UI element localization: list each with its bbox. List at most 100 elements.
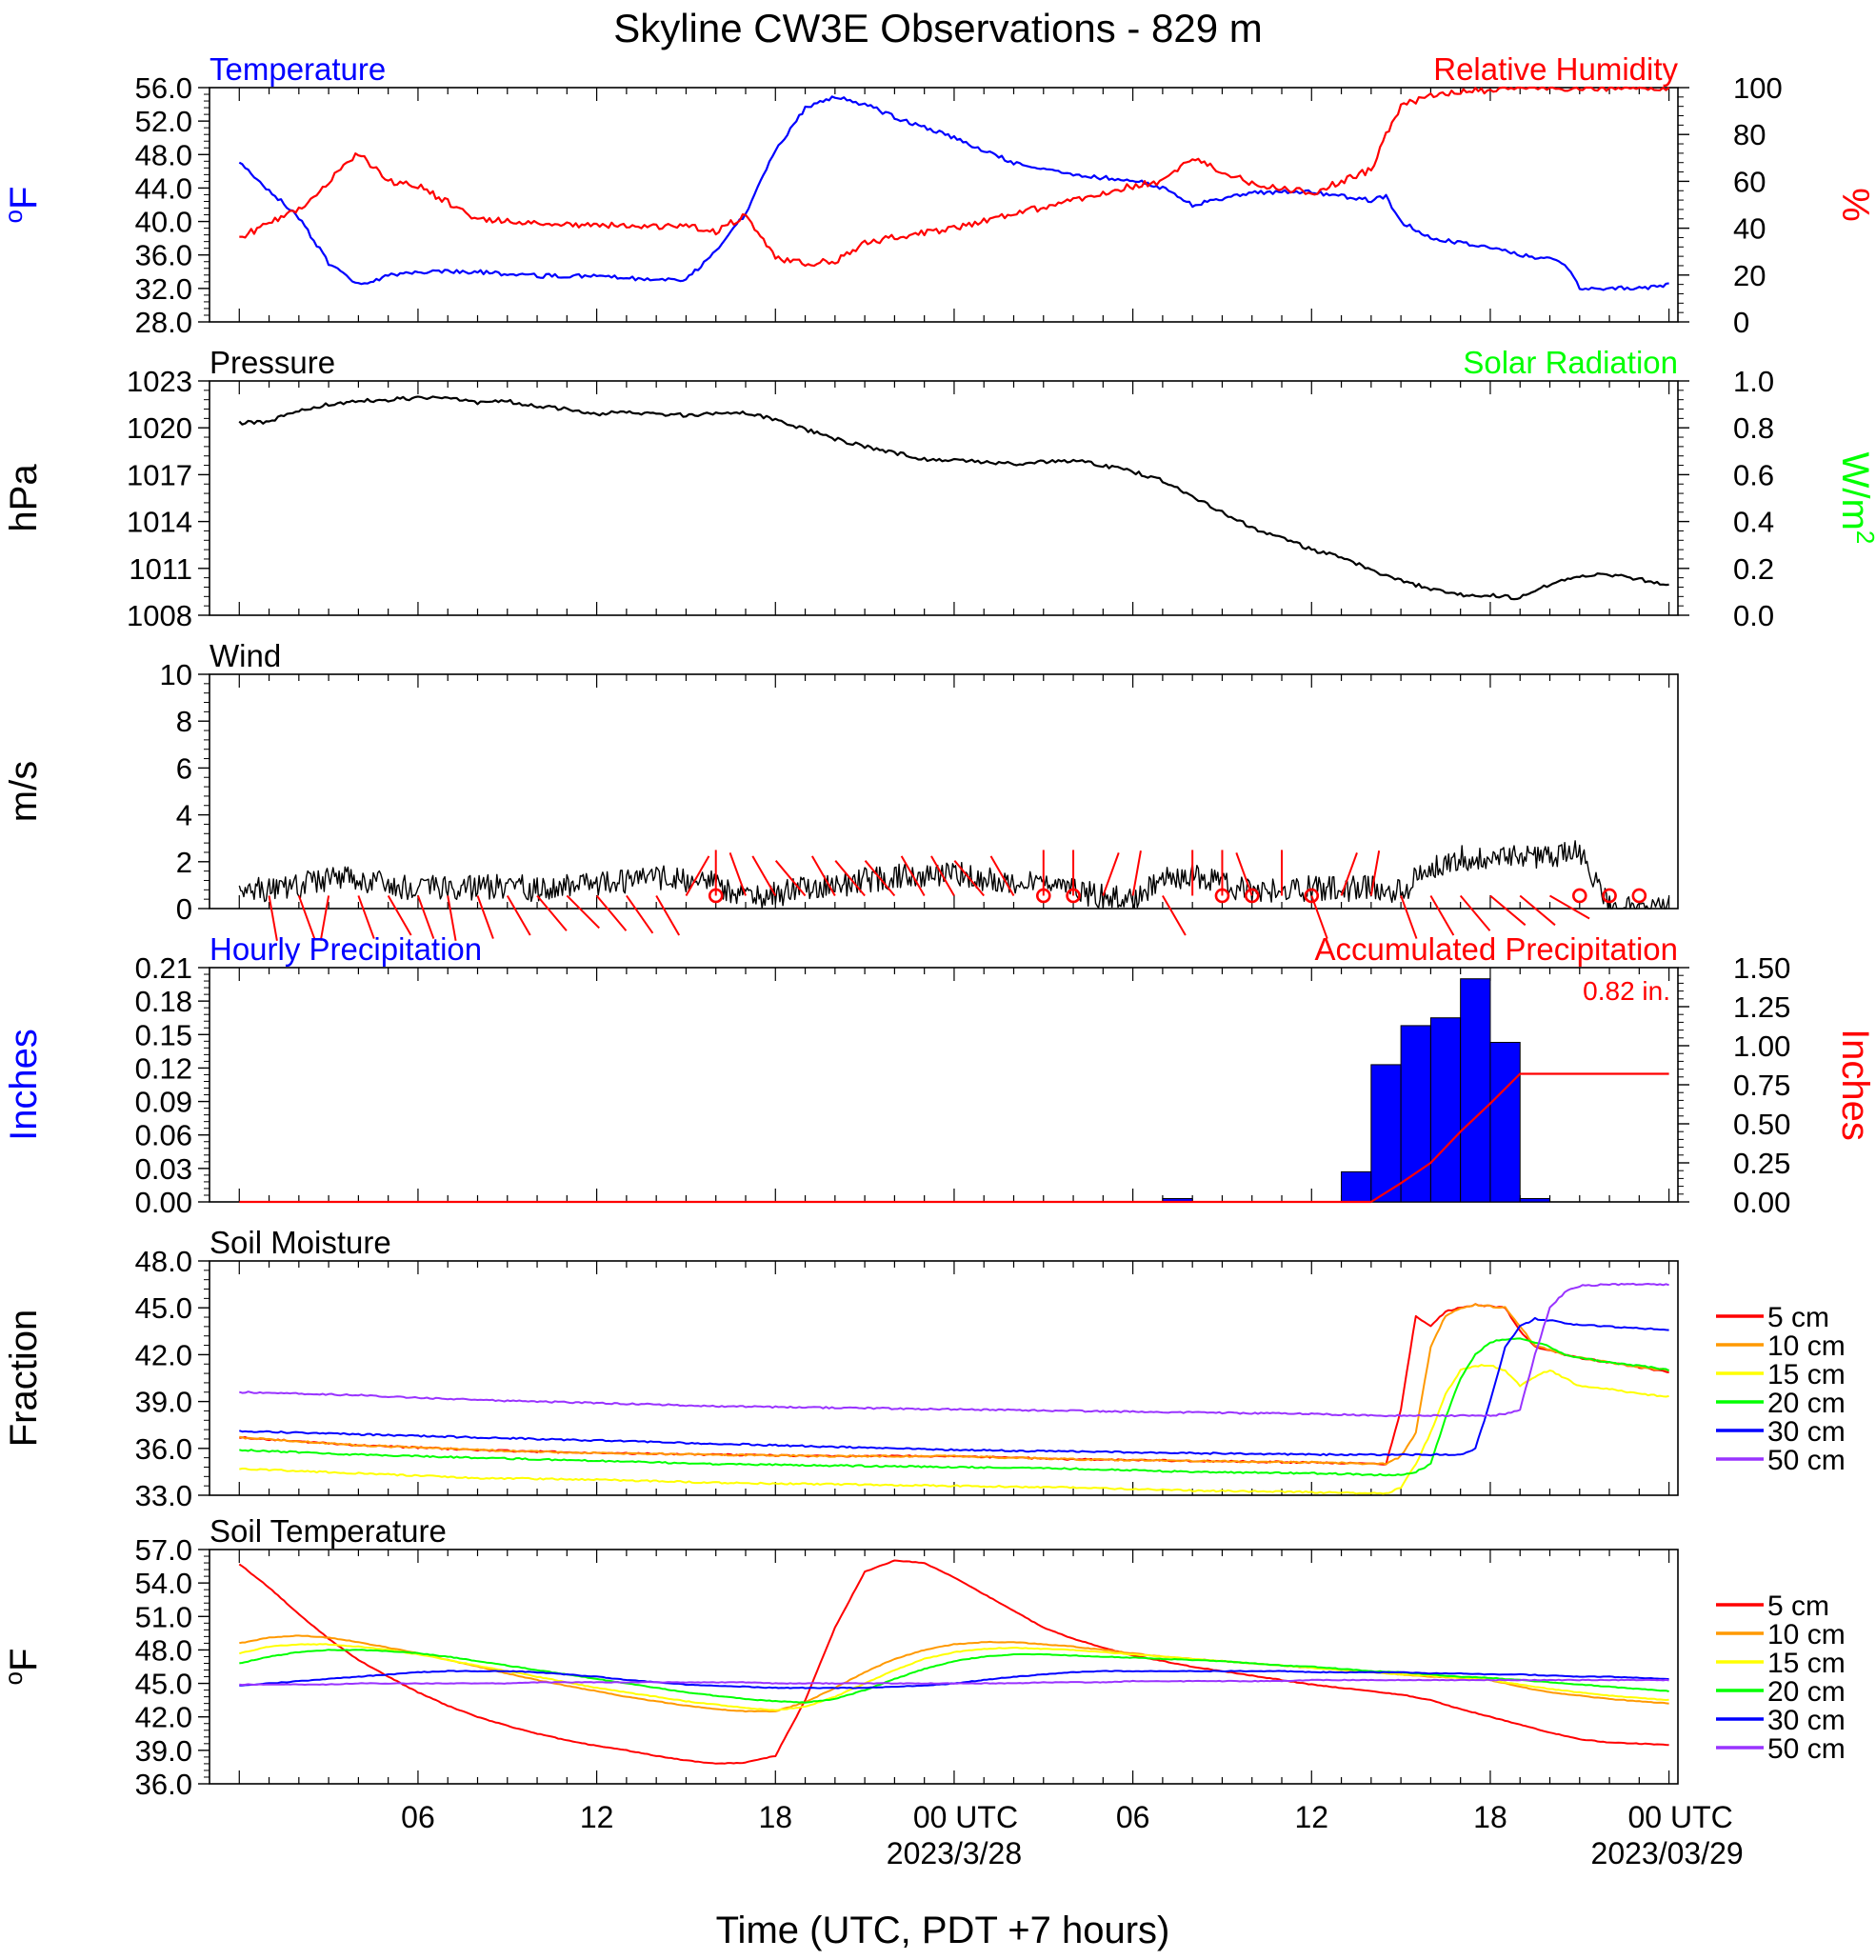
y-tick-label: 36.0 <box>135 239 192 272</box>
x-tick-label: 00 UTC <box>913 1800 1018 1834</box>
precip-bar <box>1429 1017 1462 1203</box>
y-tick-label: 28.0 <box>135 306 192 339</box>
y-tick-label: 8 <box>176 705 192 738</box>
wind-barb <box>1102 852 1120 896</box>
y-tick-label: 0.6 <box>1733 458 1774 491</box>
x-tick-label: 12 <box>1294 1800 1328 1834</box>
wind-barb <box>1235 852 1253 896</box>
calm-wind-marker <box>1035 888 1051 904</box>
y-tick-label: 0.06 <box>135 1119 192 1152</box>
panel-wind: 0 2 4 6 8 10 m/s Wind <box>3 638 1679 941</box>
y-tick-label: 1.25 <box>1733 990 1790 1024</box>
y-tick-label: 0 <box>1733 306 1749 339</box>
y-tick-label: 39.0 <box>135 1386 192 1419</box>
legend-label: 10 cm <box>1767 1330 1846 1362</box>
y-tick-label: 42.0 <box>135 1701 192 1734</box>
panel-title-hourly-precip: Hourly Precipitation <box>210 931 482 967</box>
wind-barb <box>774 860 807 897</box>
y-tick-label: 1023 <box>127 365 192 398</box>
y-axis-label-left: hPa <box>3 464 45 532</box>
wind-barb <box>417 895 435 939</box>
calm-wind-marker <box>1214 888 1230 904</box>
y-tick-label: 0.00 <box>135 1186 192 1219</box>
calm-wind-marker <box>1631 888 1647 904</box>
panel-title-wind: Wind <box>210 638 281 673</box>
y-tick-label: 45.0 <box>135 1668 192 1701</box>
figure-title: Skyline CW3E Observations - 829 m <box>613 6 1263 50</box>
precip-bar <box>1489 1041 1521 1203</box>
panel-frame <box>209 1260 1679 1496</box>
panel-frame <box>209 1549 1679 1785</box>
legend-label: 5 cm <box>1767 1590 1829 1622</box>
y-tick-label: 0.00 <box>1733 1186 1790 1219</box>
wind-barb <box>930 855 955 896</box>
wind-barb <box>751 855 777 896</box>
legend-label: 10 cm <box>1767 1619 1846 1650</box>
y-axis-label-right: Inches <box>1834 1029 1876 1141</box>
y-tick-label: 1.00 <box>1733 1030 1790 1063</box>
wind-barb <box>953 860 985 897</box>
y-tick-label: 36.0 <box>135 1432 192 1466</box>
y-tick-label: 60 <box>1733 165 1766 198</box>
series-pressure <box>238 395 1669 601</box>
y-tick-label: 20 <box>1733 259 1766 292</box>
x-date-label: 2023/3/28 <box>887 1836 1022 1870</box>
wind-barb <box>319 895 330 941</box>
y-tick-label: 48.0 <box>135 1633 192 1667</box>
series-humidity <box>239 86 1670 268</box>
panel-soil-temperature: 36.039.042.045.048.051.054.057.0 oF Soil T… <box>0 1513 1846 1801</box>
x-axis-label: Time (UTC, PDT +7 hours) <box>716 1910 1170 1951</box>
y-tick-label: 0.15 <box>135 1018 192 1051</box>
wind-barb <box>1369 850 1381 896</box>
y-tick-label: 1014 <box>127 506 192 539</box>
y-tick-label: 51.0 <box>135 1600 192 1633</box>
y-tick-label: 0.4 <box>1733 506 1774 539</box>
panel-title-pressure: Pressure <box>210 345 335 380</box>
panel-temperature-humidity: 28.032.036.040.044.048.052.056.0 0 20 40 60 8… <box>0 51 1876 339</box>
y-tick-label: 0.12 <box>135 1051 192 1085</box>
wind-barb <box>1162 894 1187 936</box>
y-tick-label: 0.8 <box>1733 411 1774 445</box>
calm-wind-marker <box>1066 888 1081 904</box>
wind-barb <box>626 894 654 934</box>
calm-wind-marker <box>1244 888 1260 904</box>
wind-barb <box>1131 850 1142 896</box>
y-tick-label: 0.09 <box>135 1086 192 1119</box>
wind-barb <box>387 894 412 936</box>
y-tick-label: 80 <box>1733 118 1766 151</box>
y-tick-label: 33.0 <box>135 1479 192 1512</box>
y-tick-label: 54.0 <box>135 1567 192 1600</box>
precip-bar <box>1400 1025 1431 1203</box>
series-soil-moisture-30cm <box>238 1316 1669 1457</box>
calm-wind-marker <box>1571 888 1587 904</box>
wind-barb <box>506 894 531 936</box>
y-tick-label: 2 <box>176 846 192 879</box>
legend-label: 50 cm <box>1767 1733 1846 1765</box>
y-axis-label-left: oF <box>0 1649 45 1686</box>
y-tick-label: 0.25 <box>1733 1147 1790 1180</box>
precip-bar <box>1519 1197 1551 1203</box>
wind-barb <box>1340 852 1358 896</box>
wind-barb <box>595 894 628 931</box>
wind-barb <box>810 855 836 896</box>
wind-barb <box>566 894 600 930</box>
series-soil-temperature-5cm <box>238 1559 1669 1765</box>
wind-barb <box>655 894 681 936</box>
y-tick-label: 0.18 <box>135 985 192 1018</box>
chart-panels: 28.032.036.040.044.048.052.056.002040608… <box>0 51 1876 1801</box>
y-tick-label: 0.75 <box>1733 1069 1790 1102</box>
series-soil-moisture-15cm <box>239 1364 1669 1495</box>
x-tick-label: 06 <box>1116 1800 1150 1834</box>
x-tick-label: 12 <box>580 1800 614 1834</box>
y-axis-label-right: W/m2 <box>1834 452 1876 545</box>
wind-barb <box>864 860 896 897</box>
wind-barb <box>536 894 568 931</box>
y-tick-label: 39.0 <box>135 1734 192 1768</box>
wind-barb <box>1400 895 1418 939</box>
panel-frame <box>209 673 1679 910</box>
y-tick-label: 100 <box>1733 71 1783 105</box>
wind-barb <box>728 852 747 896</box>
y-tick-label: 44.0 <box>135 171 192 205</box>
